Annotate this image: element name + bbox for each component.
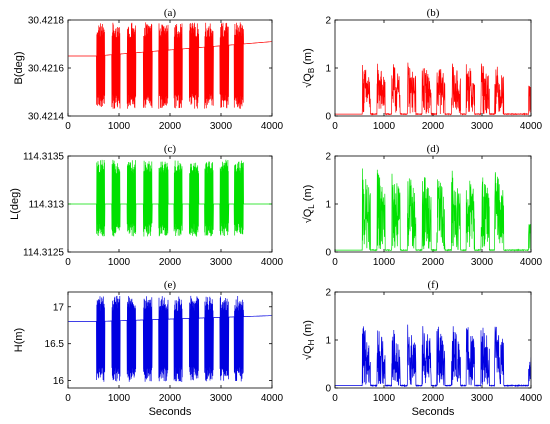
x-axis-label: Seconds <box>412 406 455 418</box>
y-axis-label: √QH (m) <box>302 320 316 360</box>
x-tick-label: 3000 <box>210 393 233 404</box>
x-axis-label: Seconds <box>149 406 192 418</box>
panel-a: 0 1000 2000 3000 4000 30.4214 30.4216 30.4218 (a… <box>13 7 284 132</box>
panel-f: 0 1000 2000 3000 4000 0 1 2 (f) √QH (m) Seconds <box>302 279 543 418</box>
y-tick-label: 114.3125 <box>23 248 64 259</box>
x-tick-label: 0 <box>65 257 71 268</box>
y-axis-label: B(deg) <box>13 51 25 84</box>
y-tick-label: 0 <box>325 384 331 395</box>
y-tick-label: 0 <box>325 248 331 259</box>
x-tick-label: 4000 <box>520 121 543 132</box>
panel-title: (a) <box>164 7 177 19</box>
y-tick-label: 30.4218 <box>28 16 65 27</box>
y-tick-label: 1 <box>325 64 331 75</box>
y-tick-label: 114.3135 <box>23 152 64 163</box>
y-tick-label: 30.4214 <box>28 112 65 123</box>
y-tick-label: 1 <box>325 200 331 211</box>
series-line <box>68 159 272 237</box>
x-tick-label: 0 <box>65 393 71 404</box>
x-tick-label: 1000 <box>108 393 131 404</box>
panel-title: (f) <box>428 279 439 291</box>
x-tick-label: 1000 <box>108 121 131 132</box>
x-tick-label: 4000 <box>520 257 543 268</box>
panel-d: 0 1000 2000 3000 4000 0 1 2 (d) √QL (m) <box>302 143 543 268</box>
x-tick-label: 2000 <box>422 393 445 404</box>
y-tick-label: 2 <box>325 152 331 163</box>
y-tick-label: 16.5 <box>45 339 65 350</box>
x-tick-label: 1000 <box>108 257 131 268</box>
x-tick-label: 3000 <box>471 393 494 404</box>
x-tick-label: 4000 <box>520 393 543 404</box>
x-tick-label: 3000 <box>471 257 494 268</box>
x-tick-label: 0 <box>332 121 338 132</box>
y-tick-label: 2 <box>325 16 331 27</box>
y-tick-label: 16 <box>53 376 65 387</box>
y-tick-label: 1 <box>325 336 331 347</box>
x-tick-label: 3000 <box>471 121 494 132</box>
series-line <box>335 62 531 116</box>
x-tick-label: 4000 <box>261 257 284 268</box>
x-tick-label: 0 <box>332 257 338 268</box>
y-tick-label: 17 <box>53 302 65 313</box>
x-tick-label: 0 <box>65 121 71 132</box>
y-tick-label: 114.313 <box>29 200 65 211</box>
x-tick-label: 2000 <box>159 121 182 132</box>
panel-title: (e) <box>164 279 177 291</box>
series-line <box>335 168 531 252</box>
y-tick-label: 2 <box>325 288 331 299</box>
y-axis-label: √QB (m) <box>302 48 316 87</box>
panel-e: 0 1000 2000 3000 4000 16 16.5 17 (e) H(m) Seconds <box>13 279 284 418</box>
series-line <box>68 22 272 109</box>
y-axis-label: H(m) <box>13 328 25 352</box>
y-axis-label: √QL (m) <box>302 185 316 224</box>
x-tick-label: 4000 <box>261 121 284 132</box>
series-line <box>68 295 272 383</box>
x-tick-label: 4000 <box>261 393 284 404</box>
y-tick-label: 0 <box>325 112 331 123</box>
y-tick-label: 30.4216 <box>28 64 65 75</box>
panel-b: 0 1000 2000 3000 4000 0 1 2 (b) √QB (m) <box>302 7 543 132</box>
y-axis-label: L(deg) <box>9 188 21 220</box>
x-tick-label: 2000 <box>422 121 445 132</box>
x-tick-label: 1000 <box>373 393 396 404</box>
x-tick-label: 3000 <box>210 257 233 268</box>
x-tick-label: 2000 <box>159 393 182 404</box>
x-tick-label: 2000 <box>422 257 445 268</box>
panel-title: (b) <box>427 7 440 19</box>
panel-title: (c) <box>164 143 177 155</box>
series-line <box>335 324 531 388</box>
x-tick-label: 1000 <box>373 257 396 268</box>
x-tick-label: 2000 <box>159 257 182 268</box>
x-tick-label: 1000 <box>373 121 396 132</box>
panel-c: 0 1000 2000 3000 4000 114.3125 114.313 114.3135… <box>9 143 284 268</box>
x-tick-label: 0 <box>332 393 338 404</box>
panel-title: (d) <box>427 143 440 155</box>
x-tick-label: 3000 <box>210 121 233 132</box>
